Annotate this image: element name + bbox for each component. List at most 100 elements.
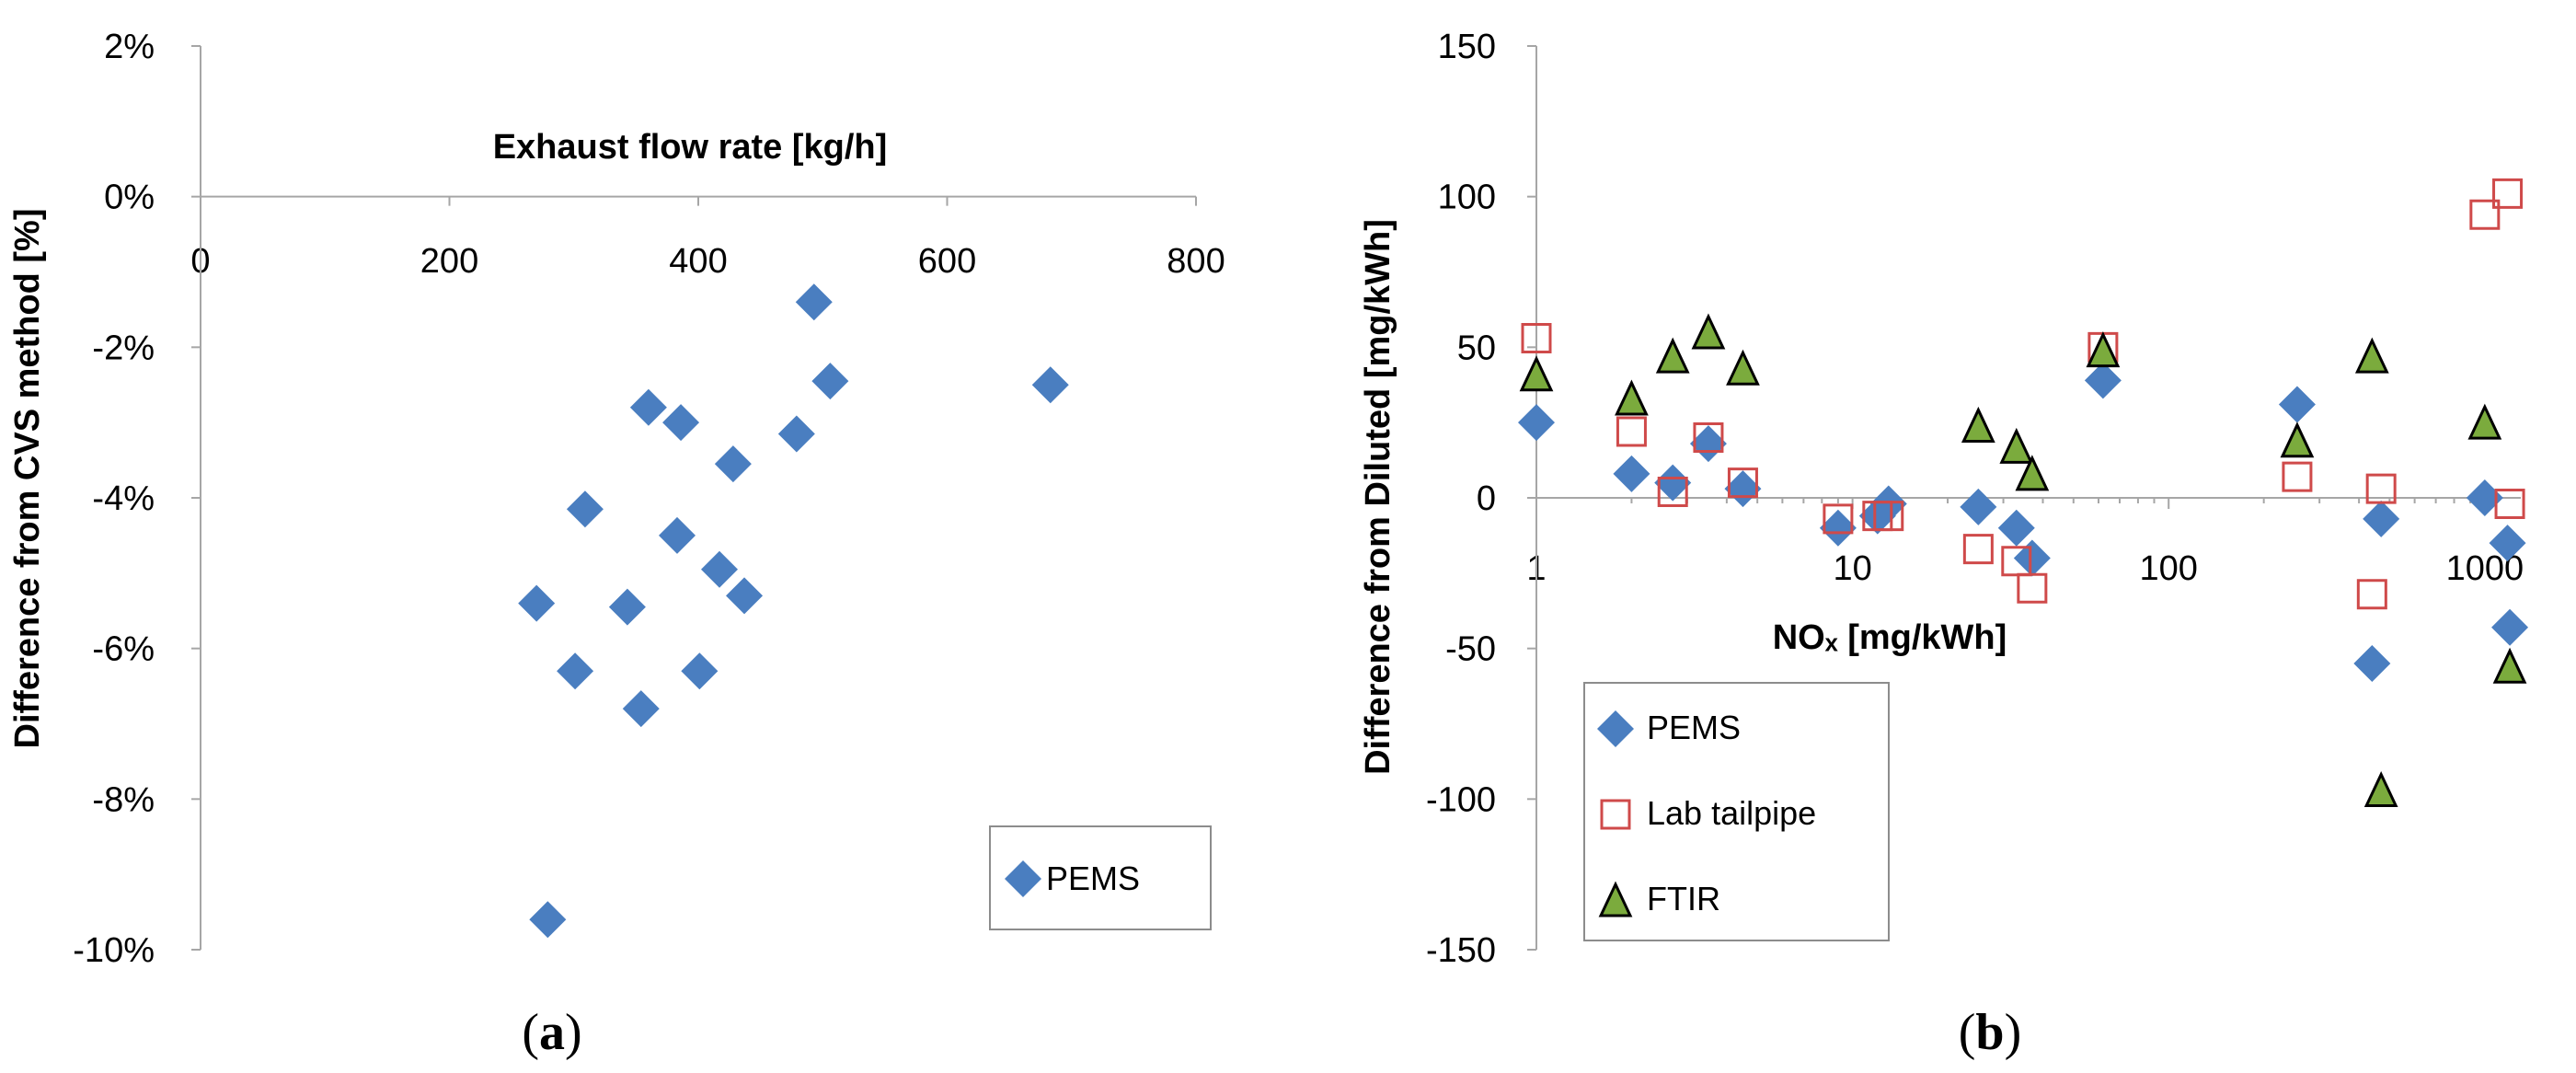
panel-label-a: (a) (522, 1004, 581, 1061)
chart-a-point-pems (795, 283, 833, 321)
chart-b-y-tick-label: -150 (1426, 931, 1496, 970)
chart-b-point-lab-tailpipe (2494, 489, 2525, 520)
chart-b-point-pems (1654, 464, 1692, 502)
chart-b-point-lab-tailpipe (2365, 473, 2397, 504)
chart-b-point-lab-tailpipe (1616, 416, 1647, 447)
chart-b-point-pems (1819, 509, 1857, 547)
chart-b-x-tick-label: 10 (1833, 549, 1871, 588)
chart-a-y-tick-label: -10% (73, 931, 155, 970)
chart-b-legend: PEMS Lab tailpipe FTIR (1583, 682, 1890, 941)
chart-b-legend-label-pems: PEMS (1647, 709, 1741, 746)
chart-a-legend-marker-pems (1005, 860, 1041, 897)
chart-b-point-lab-tailpipe (2356, 579, 2387, 610)
chart-b-point-ftir (1655, 337, 1690, 374)
chart-a-y-tick-label: 2% (104, 28, 155, 66)
chart-a-point-pems (566, 490, 604, 528)
chart-a-tick-marks (191, 45, 1197, 951)
chart-b-point-lab-tailpipe (2282, 461, 2313, 492)
chart-a-y-tick-label: 0% (104, 179, 155, 217)
chart-b-point-ftir (1691, 313, 1726, 350)
chart-a-x-tick-label: 400 (669, 242, 727, 281)
chart-b-point-ftir (2280, 421, 2315, 458)
chart-b-y-tick-label: 150 (1438, 28, 1496, 66)
chart-b-point-pems (2363, 500, 2400, 537)
panel-label-b: (b) (1959, 1004, 2021, 1061)
chart-b-y-tick-label: -100 (1426, 780, 1496, 819)
panel-label-b-letter: b (1975, 1004, 2004, 1061)
chart-a-point-pems (557, 652, 594, 690)
chart-a: 2%0%-2%-4%-6%-8%-10% 0 200 400 600 800 Exhau… (8, 28, 1225, 1061)
chart-b-y-tick-label: 50 (1457, 329, 1496, 367)
chart-b-point-pems (1997, 509, 2035, 547)
chart-a-point-pems (529, 901, 567, 939)
chart-b-point-pems (2084, 362, 2122, 399)
chart-a-y-tick-label: -6% (92, 630, 155, 669)
chart-b-y-tick-label: -50 (1445, 630, 1496, 669)
chart-b-point-pems (2013, 539, 2051, 577)
chart-b-y-tick-labels: 150 100 50 0 -50 -100 -150 (1426, 28, 1496, 970)
chart-b-legend-marker-ftir (1598, 881, 1633, 917)
chart-b-point-ftir (2363, 770, 2398, 808)
chart-a-point-pems (662, 404, 700, 442)
chart-b-point-lab-tailpipe (1873, 501, 1904, 532)
chart-a-points (518, 283, 1069, 939)
chart-b-point-lab-tailpipe (2469, 199, 2501, 230)
chart-b-point-ftir (2015, 455, 2050, 491)
chart-b-point-ftir (1726, 349, 1760, 386)
chart-b-point-pems (2353, 645, 2391, 683)
chart-a-point-pems (811, 363, 849, 400)
chart-b-x-axis-label: NOₓ [mg/kWh] (1773, 618, 2007, 657)
chart-a-x-tick-label: 800 (1167, 242, 1225, 281)
chart-b-legend-box (1583, 682, 1890, 941)
chart-b-point-pems (1613, 455, 1650, 492)
chart-b-point-ftir (1519, 355, 1554, 392)
chart-b-point-lab-tailpipe (2017, 572, 2048, 604)
chart-a-y-tick-label: -2% (92, 329, 155, 367)
chart-b-point-ftir (1961, 406, 1995, 443)
chart-b-y-tick-label: 0 (1477, 479, 1496, 518)
chart-a-y-tick-labels: 2% 0% -2% -4% -6% -8% -10% (73, 28, 155, 970)
chart-a-legend-label-pems: PEMS (1046, 860, 1140, 897)
chart-a-point-pems (629, 388, 667, 426)
chart-a-point-pems (622, 690, 660, 728)
chart-b-point-pems (2278, 386, 2316, 423)
chart-b-legend-label-ftir: FTIR (1647, 880, 1720, 917)
chart-b-point-pems (1960, 488, 1997, 525)
chart-b-point-lab-tailpipe (1823, 503, 1854, 535)
chart-a-point-pems (714, 445, 752, 483)
chart-a-x-axis-label: Exhaust flow rate [kg/h] (493, 128, 888, 167)
chart-b-point-pems (2491, 608, 2529, 646)
chart-b-y-axis-label: Difference from Diluted [mg/kWh] (1359, 219, 1397, 775)
chart-b-point-lab-tailpipe (1693, 422, 1724, 454)
chart-b-point-ftir (2354, 337, 2389, 374)
chart-a-point-pems (700, 550, 738, 588)
chart-b-point-pems (1869, 485, 1907, 523)
chart-b-point-pems (2489, 525, 2526, 562)
chart-b-legend-marker-lab-tailpipe (1600, 799, 1631, 830)
chart-a-x-tick-label: 600 (918, 242, 976, 281)
chart-a-x-tick-label: 200 (420, 242, 478, 281)
chart-b-point-lab-tailpipe (2492, 178, 2524, 209)
chart-b-point-ftir (2086, 331, 2121, 368)
chart-b-legend-label-lab-tailpipe: Lab tailpipe (1647, 794, 1816, 832)
chart-b-point-ftir (1999, 427, 2034, 464)
chart-a-x-tick-labels: 0 200 400 600 800 (190, 242, 1225, 281)
chart-b-point-pems (2466, 479, 2503, 516)
chart-b-point-ftir (2467, 403, 2502, 440)
chart-b-point-lab-tailpipe (1727, 467, 1758, 499)
chart-b-point-pems (1689, 425, 1727, 463)
chart-a-y-tick-label: -8% (92, 780, 155, 819)
chart-a-y-axis-label: Difference from CVS method [%] (8, 209, 47, 749)
chart-b-x-tick-label: 100 (2140, 549, 2198, 588)
chart-b-tick-marks (1527, 45, 2486, 951)
chart-b-points (1518, 178, 2529, 808)
chart-a-point-pems (726, 577, 764, 615)
chart-a-point-pems (777, 415, 815, 453)
chart-b-point-ftir (2492, 647, 2527, 684)
chart-a-point-pems (1031, 366, 1069, 404)
chart-a-point-pems (608, 588, 646, 626)
chart-b-point-pems (1518, 404, 1555, 442)
